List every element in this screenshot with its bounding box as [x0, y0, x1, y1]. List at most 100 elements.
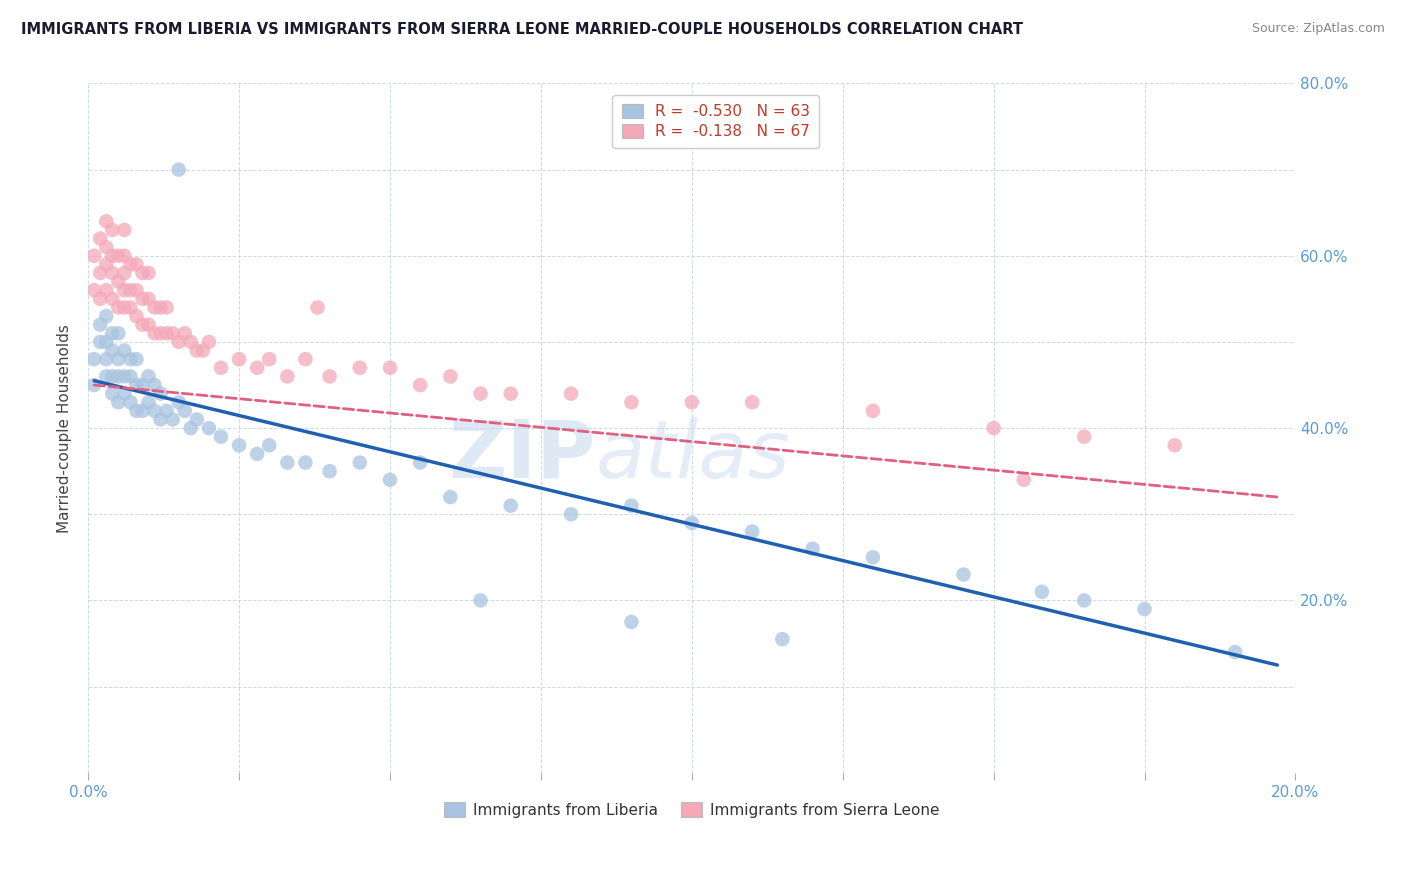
Point: [96, 352, 118, 367]
Point: [770, 632, 793, 647]
Point: [112, 369, 135, 384]
Point: [112, 386, 135, 401]
Point: [138, 369, 160, 384]
Point: [156, 301, 179, 315]
Point: [246, 447, 269, 461]
Point: [191, 343, 214, 358]
Point: [801, 541, 824, 556]
Text: atlas: atlas: [595, 417, 790, 495]
Point: [125, 404, 148, 418]
Text: Source: ZipAtlas.com: Source: ZipAtlas.com: [1251, 22, 1385, 36]
Point: [378, 473, 401, 487]
Point: [149, 386, 172, 401]
Point: [83, 378, 105, 392]
Point: [107, 395, 129, 409]
Point: [1164, 438, 1187, 452]
Point: [162, 326, 184, 341]
Point: [186, 412, 208, 426]
Point: [1223, 645, 1246, 659]
Point: [620, 615, 643, 629]
Point: [349, 456, 371, 470]
Point: [101, 343, 124, 358]
Point: [120, 301, 142, 315]
Point: [276, 369, 298, 384]
Point: [125, 283, 148, 297]
Point: [209, 360, 232, 375]
Point: [96, 334, 118, 349]
Point: [1073, 430, 1095, 444]
Point: [143, 301, 166, 315]
Point: [246, 360, 269, 375]
Point: [318, 369, 340, 384]
Point: [131, 266, 153, 280]
Point: [83, 352, 105, 367]
Point: [112, 249, 135, 263]
Point: [318, 464, 340, 478]
Point: [741, 524, 763, 539]
Point: [378, 360, 401, 375]
Point: [143, 378, 166, 392]
Point: [149, 412, 172, 426]
Point: [620, 395, 643, 409]
Point: [120, 395, 142, 409]
Point: [112, 343, 135, 358]
Point: [83, 249, 105, 263]
Point: [257, 438, 280, 452]
Point: [101, 386, 124, 401]
Point: [560, 386, 582, 401]
Point: [131, 404, 153, 418]
Point: [228, 438, 250, 452]
Point: [149, 326, 172, 341]
Point: [167, 162, 190, 177]
Point: [1133, 602, 1156, 616]
Point: [409, 456, 432, 470]
Point: [96, 240, 118, 254]
Point: [156, 326, 179, 341]
Point: [470, 386, 492, 401]
Point: [681, 395, 703, 409]
Point: [101, 266, 124, 280]
Point: [89, 292, 111, 306]
Y-axis label: Married-couple Households: Married-couple Households: [58, 324, 72, 533]
Point: [138, 266, 160, 280]
Point: [349, 360, 371, 375]
Point: [681, 516, 703, 530]
Point: [120, 283, 142, 297]
Point: [96, 214, 118, 228]
Point: [499, 499, 522, 513]
Point: [1031, 584, 1053, 599]
Point: [294, 456, 316, 470]
Point: [149, 301, 172, 315]
Text: ZIP: ZIP: [449, 417, 595, 495]
Point: [307, 301, 329, 315]
Point: [131, 318, 153, 332]
Point: [156, 404, 179, 418]
Point: [107, 275, 129, 289]
Point: [499, 386, 522, 401]
Point: [112, 283, 135, 297]
Point: [439, 490, 461, 504]
Point: [1073, 593, 1095, 607]
Point: [409, 378, 432, 392]
Point: [276, 456, 298, 470]
Point: [107, 326, 129, 341]
Point: [112, 301, 135, 315]
Point: [952, 567, 974, 582]
Point: [120, 369, 142, 384]
Point: [96, 257, 118, 271]
Point: [120, 352, 142, 367]
Point: [101, 249, 124, 263]
Point: [89, 231, 111, 245]
Point: [198, 421, 221, 435]
Point: [143, 326, 166, 341]
Point: [96, 283, 118, 297]
Point: [173, 326, 195, 341]
Point: [862, 404, 884, 418]
Point: [439, 369, 461, 384]
Text: IMMIGRANTS FROM LIBERIA VS IMMIGRANTS FROM SIERRA LEONE MARRIED-COUPLE HOUSEHOLD: IMMIGRANTS FROM LIBERIA VS IMMIGRANTS FR…: [21, 22, 1024, 37]
Point: [741, 395, 763, 409]
Legend: Immigrants from Liberia, Immigrants from Sierra Leone: Immigrants from Liberia, Immigrants from…: [437, 796, 946, 823]
Point: [180, 421, 202, 435]
Point: [101, 292, 124, 306]
Point: [96, 369, 118, 384]
